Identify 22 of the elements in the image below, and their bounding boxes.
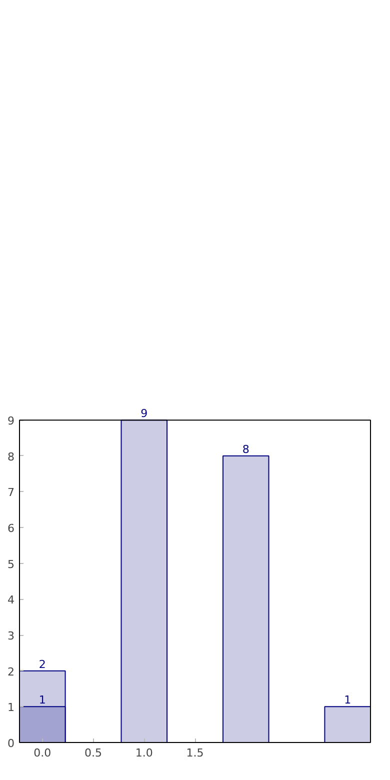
x-tick-label: 0.0 [34, 746, 52, 760]
y-tick-label: 3 [8, 630, 14, 643]
x-tick-label: 1.0 [135, 746, 153, 760]
y-tick-label: 8 [8, 450, 14, 464]
y-tick-label: 5 [8, 558, 14, 571]
data-label: 1 [344, 694, 352, 707]
y-tick-label: 9 [8, 414, 14, 428]
y-tick-label: 6 [8, 522, 14, 536]
y-tick-label: 2 [8, 665, 14, 678]
data-label: 2 [38, 658, 46, 671]
y-tick-label: 1 [8, 701, 14, 714]
data-label: 1 [38, 694, 46, 707]
bar [324, 706, 370, 742]
y-tick-label: 4 [8, 594, 14, 607]
data-label: 9 [140, 407, 148, 420]
y-tick-label: 0 [8, 737, 14, 750]
bar [222, 455, 270, 742]
y-tick-label: 7 [8, 486, 14, 500]
x-tick-label: 0.5 [84, 746, 102, 760]
data-label: 8 [242, 442, 250, 456]
bar [120, 420, 168, 742]
x-tick-label: 1.5 [186, 746, 204, 760]
